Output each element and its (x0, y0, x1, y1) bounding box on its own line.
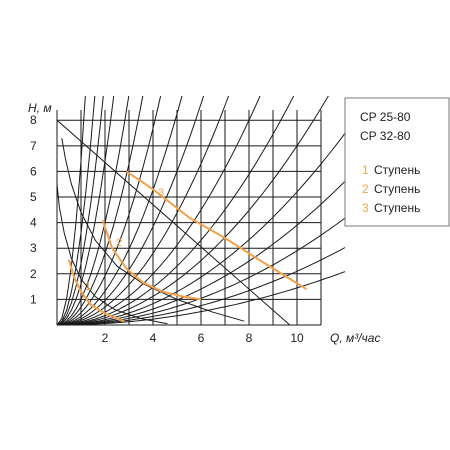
system-curves (57, 96, 346, 325)
x-axis-label: Q, м³/час (330, 331, 380, 345)
y-tick-label: 6 (30, 164, 37, 178)
system-curve (57, 96, 162, 325)
stage-curves (68, 170, 308, 323)
system-curve (57, 133, 346, 325)
system-curve (57, 96, 295, 325)
system-curve (57, 247, 346, 325)
x-tick-label: 6 (198, 331, 205, 345)
y-tick-label: 1 (30, 292, 37, 306)
system-curve (57, 180, 346, 325)
stage-curve-2 (101, 219, 202, 301)
legend-stage-3-label: Ступень (374, 201, 420, 215)
system-curve (57, 96, 261, 325)
y-tick-label: 8 (30, 113, 37, 127)
curve-label-stage-3: 3 (158, 187, 164, 199)
x-tick-label: 2 (102, 331, 109, 345)
system-curve (57, 96, 205, 325)
curve-label-stage-1: 1 (85, 281, 91, 293)
y-tick-label: 3 (30, 241, 37, 255)
legend-model-1: CP 25-80 (360, 110, 411, 124)
x-tick-label: 8 (246, 331, 253, 345)
y-tick-label: 4 (30, 216, 37, 230)
system-curve (57, 96, 96, 325)
stage-curve-1 (68, 259, 125, 323)
background-line (56, 119, 291, 326)
system-curve (57, 96, 104, 325)
system-curve (57, 96, 130, 325)
system-curve (57, 96, 144, 325)
x-tick-label: 10 (290, 331, 304, 345)
y-tick-label: 5 (30, 190, 37, 204)
axis-ticks: 1 2 3 4 5 6 7 8 2 4 6 8 10 (30, 113, 304, 345)
system-curve (57, 96, 329, 325)
y-axis-label: H, м (28, 101, 52, 115)
stage-curve-3 (126, 170, 308, 291)
background-lines (56, 119, 291, 326)
legend-stage-2-label: Ступень (374, 182, 420, 196)
system-curve (57, 271, 346, 325)
y-tick-label: 7 (30, 139, 37, 153)
legend: CP 25-80 CP 32-80 1 Ступень 2 Ступень 3 … (344, 97, 450, 227)
system-curve (57, 96, 115, 325)
system-curve (57, 96, 183, 325)
legend-stage-2-number: 2 (362, 182, 369, 196)
legend-stage-3-number: 3 (362, 201, 369, 215)
system-curve (57, 217, 346, 325)
curve-labels: 1 2 3 (85, 187, 164, 293)
background-line (61, 138, 245, 322)
y-tick-label: 2 (30, 267, 37, 281)
grid (56, 110, 322, 326)
legend-stage-1-label: Ступень (374, 163, 420, 177)
legend-stage-1-number: 1 (362, 163, 369, 177)
curve-label-stage-2: 2 (116, 237, 122, 249)
system-curve (57, 96, 230, 325)
legend-model-2: CP 32-80 (360, 129, 411, 143)
legend-box (344, 97, 450, 227)
background-line (56, 184, 168, 325)
x-tick-label: 4 (150, 331, 157, 345)
